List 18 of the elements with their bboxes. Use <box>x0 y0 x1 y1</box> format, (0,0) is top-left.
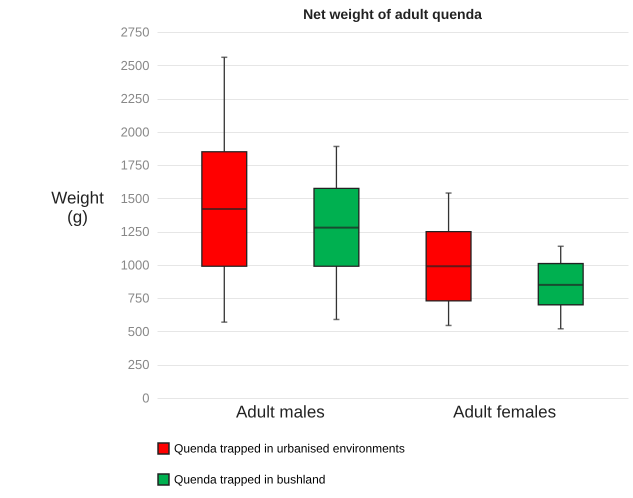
y-tick-label: 250 <box>128 357 150 372</box>
y-tick-label: 2000 <box>120 124 150 140</box>
y-tick-label: 1750 <box>120 158 150 173</box>
y-tick-label: 1000 <box>120 257 150 272</box>
y-tick-label: 1250 <box>120 224 150 240</box>
chart-title: Net weight of adult quenda <box>303 6 482 22</box>
y-tick-label: 500 <box>128 324 150 339</box>
y-tick-label: 2250 <box>120 91 150 106</box>
y-axis-title: Weight (g) <box>51 188 104 226</box>
x-tick-label: Adult females <box>453 402 556 422</box>
legend-label: Quenda trapped in urbanised environments <box>174 442 405 456</box>
legend-label: Quenda trapped in bushland <box>174 472 326 486</box>
y-tick-label: 1500 <box>120 190 150 206</box>
y-tick-label: 2500 <box>120 58 150 73</box>
y-tick-label: 750 <box>128 290 150 306</box>
y-tick-label: 2750 <box>120 24 150 40</box>
y-tick-label: 0 <box>142 390 150 406</box>
x-tick-label: Adult males <box>236 402 325 422</box>
